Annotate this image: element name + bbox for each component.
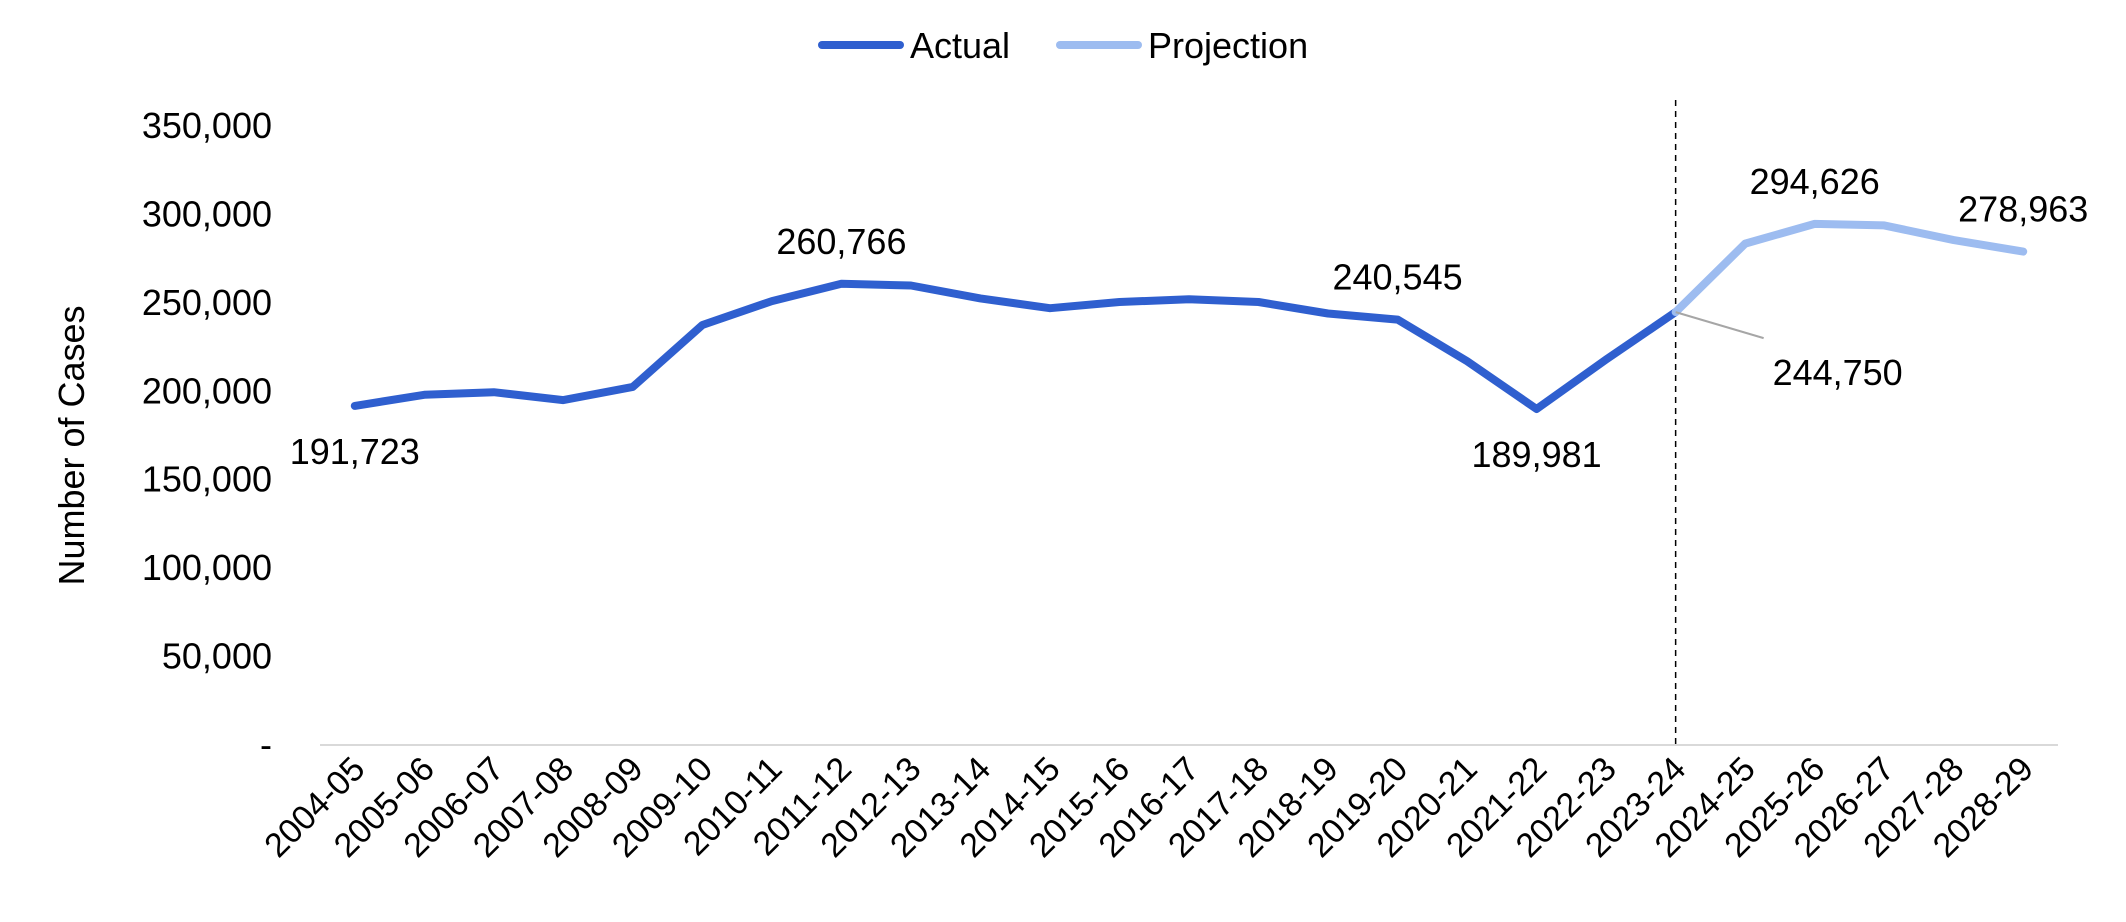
annotation-leader-line (1675, 311, 1764, 340)
x-axis-ticks: 2004-052005-062006-072007-082008-092009-… (257, 750, 2041, 865)
data-label: 189,981 (1472, 434, 1602, 475)
series-line-projection (1671, 219, 2028, 317)
data-label: 294,626 (1750, 161, 1880, 202)
y-tick-label: 150,000 (142, 459, 272, 500)
y-tick-label: 350,000 (142, 105, 272, 146)
legend-label-actual: Actual (910, 25, 1010, 66)
data-label: 278,963 (1958, 189, 2088, 230)
y-axis-ticks: - 50,000 100,000 150,000 200,000 250,000 300,0… (142, 105, 272, 765)
legend-label-projection: Projection (1148, 25, 1308, 66)
data-label: 240,545 (1332, 257, 1462, 298)
y-tick-label: 50,000 (162, 636, 272, 677)
data-labels: 191,723 260,766 240,545 189,981 244,750 294,6… (290, 161, 2089, 475)
data-label: 191,723 (290, 431, 420, 472)
y-tick-label: - (260, 724, 272, 765)
legend: Actual Projection (818, 25, 1308, 66)
annotation-leaders (1675, 311, 1764, 340)
series-lines (350, 219, 2028, 413)
y-axis-title: Number of Cases (51, 305, 92, 585)
y-tick-label: 250,000 (142, 282, 272, 323)
series-line-actual (350, 279, 1680, 413)
data-label: 244,750 (1773, 352, 1903, 393)
data-label: 260,766 (776, 221, 906, 262)
y-tick-label: 300,000 (142, 193, 272, 234)
y-tick-label: 200,000 (142, 370, 272, 411)
y-tick-label: 100,000 (142, 547, 272, 588)
